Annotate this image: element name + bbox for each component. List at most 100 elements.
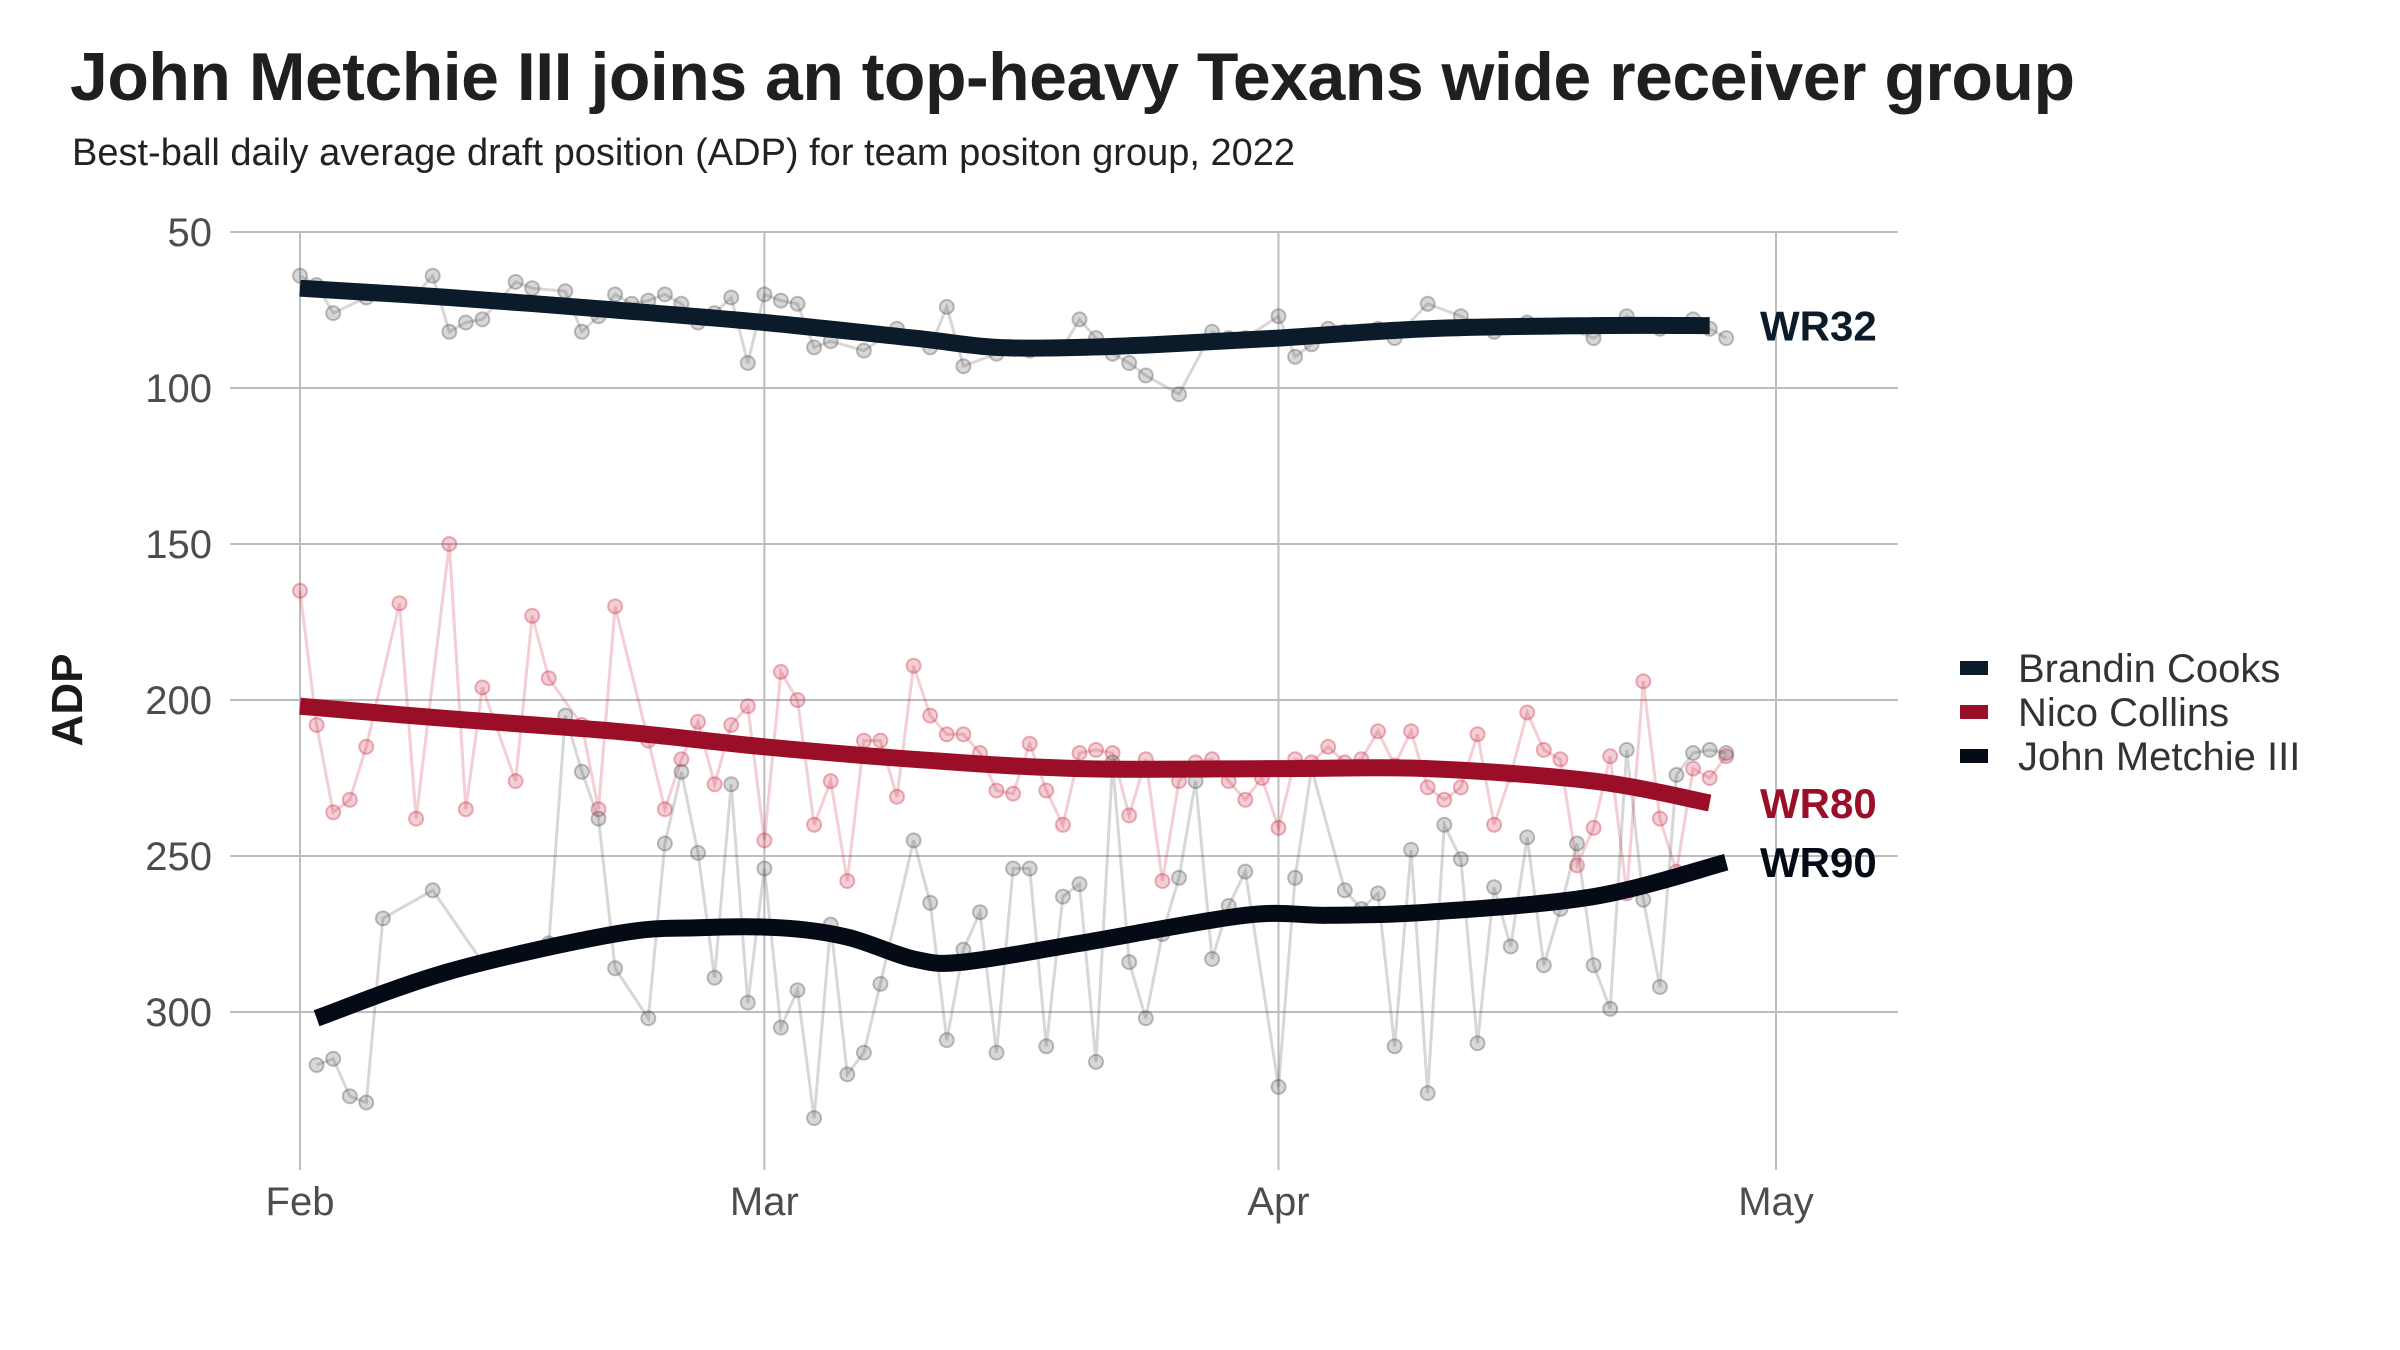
raw-point xyxy=(756,860,773,877)
raw-point xyxy=(424,882,441,899)
raw-point xyxy=(1237,791,1254,808)
raw-point xyxy=(1403,723,1420,740)
raw-point xyxy=(374,910,391,927)
raw-point xyxy=(1005,785,1022,802)
raw-point xyxy=(772,663,789,680)
raw-point xyxy=(855,342,872,359)
raw-point xyxy=(1701,741,1718,758)
raw-point xyxy=(640,1010,657,1027)
raw-point xyxy=(1569,857,1585,874)
raw-point xyxy=(1452,851,1469,868)
trend-line-brandin-cooks xyxy=(299,279,1710,357)
y-tick-label: 100 xyxy=(145,367,212,411)
raw-point xyxy=(922,707,939,724)
raw-point xyxy=(292,267,308,284)
raw-point xyxy=(723,717,740,733)
raw-point xyxy=(292,582,308,599)
raw-point xyxy=(1121,355,1138,371)
raw-point xyxy=(1021,860,1038,877)
raw-point xyxy=(341,791,358,808)
raw-point xyxy=(325,804,342,821)
raw-point xyxy=(1237,863,1254,880)
raw-point xyxy=(806,1110,823,1127)
y-tick-label: 150 xyxy=(145,523,212,567)
raw-point xyxy=(607,286,624,303)
raw-point xyxy=(1005,860,1022,877)
raw-point xyxy=(557,283,574,300)
raw-point xyxy=(1602,748,1619,765)
raw-line-1 xyxy=(298,543,1728,894)
raw-point xyxy=(358,738,375,755)
raw-point xyxy=(656,801,673,818)
legend-label: John Metchie III xyxy=(2018,735,2300,779)
raw-point xyxy=(1270,1078,1287,1095)
raw-point xyxy=(1685,760,1702,777)
raw-point xyxy=(656,835,673,852)
raw-point xyxy=(1718,748,1735,765)
raw-point xyxy=(1585,819,1602,836)
raw-point xyxy=(1502,938,1519,955)
raw-point xyxy=(1088,741,1104,758)
raw-point xyxy=(1320,738,1337,755)
raw-point xyxy=(1071,745,1088,761)
raw-point xyxy=(1287,348,1304,365)
raw-point xyxy=(1452,779,1469,796)
raw-point xyxy=(1054,888,1071,905)
raw-point xyxy=(1469,726,1486,743)
raw-point xyxy=(1419,1085,1436,1102)
raw-point xyxy=(673,763,690,780)
raw-point xyxy=(1436,816,1453,833)
raw-point xyxy=(1469,1035,1486,1052)
raw-point xyxy=(922,894,939,911)
raw-point xyxy=(1121,954,1138,971)
raw-point xyxy=(1602,1000,1619,1017)
raw-point xyxy=(1154,873,1171,889)
raw-point xyxy=(972,904,988,921)
raw-point xyxy=(905,832,922,849)
raw-point xyxy=(1403,841,1420,858)
y-tick-label: 300 xyxy=(145,991,212,1035)
raw-point xyxy=(341,1088,358,1105)
raw-point xyxy=(1021,735,1038,752)
raw-point xyxy=(690,713,706,730)
raw-point xyxy=(1038,1038,1055,1055)
raw-point xyxy=(607,960,624,977)
raw-point xyxy=(424,267,441,284)
raw-point xyxy=(1071,876,1088,893)
raw-point xyxy=(1635,673,1652,690)
raw-point xyxy=(325,1050,342,1067)
raw-point xyxy=(1088,1053,1104,1070)
raw-point xyxy=(1535,957,1552,974)
raw-point xyxy=(872,975,889,992)
raw-point xyxy=(507,273,524,290)
chart-title: John Metchie III joins an top-heavy Texa… xyxy=(70,39,2075,115)
raw-point xyxy=(1419,779,1436,796)
raw-point xyxy=(772,292,789,309)
raw-point xyxy=(988,1044,1005,1061)
y-tick-label: 250 xyxy=(145,835,212,879)
end-labels-layer: WR32 WR80 WR90 xyxy=(1760,303,1877,887)
grid-layer xyxy=(230,231,1898,1170)
raw-point xyxy=(1618,741,1635,758)
x-tick-label: Mar xyxy=(730,1180,799,1224)
raw-point xyxy=(1486,816,1503,833)
raw-point xyxy=(988,782,1005,799)
raw-point xyxy=(1701,770,1718,786)
raw-point xyxy=(855,1044,872,1061)
end-label-wr90: WR90 xyxy=(1760,839,1877,886)
raw-point xyxy=(1171,386,1187,403)
x-axis-ticks: Feb Mar Apr May xyxy=(266,1180,1814,1224)
raw-point xyxy=(325,305,342,322)
raw-point xyxy=(723,289,740,306)
raw-point xyxy=(1121,807,1138,824)
raw-point xyxy=(855,732,872,749)
raw-point xyxy=(706,969,723,986)
raw-point xyxy=(308,717,325,733)
raw-point xyxy=(1519,829,1536,846)
raw-point xyxy=(1668,766,1685,783)
raw-point xyxy=(739,355,756,371)
y-tick-label: 50 xyxy=(168,211,213,255)
end-label-wr32: WR32 xyxy=(1760,303,1877,350)
raw-point xyxy=(1270,308,1287,325)
